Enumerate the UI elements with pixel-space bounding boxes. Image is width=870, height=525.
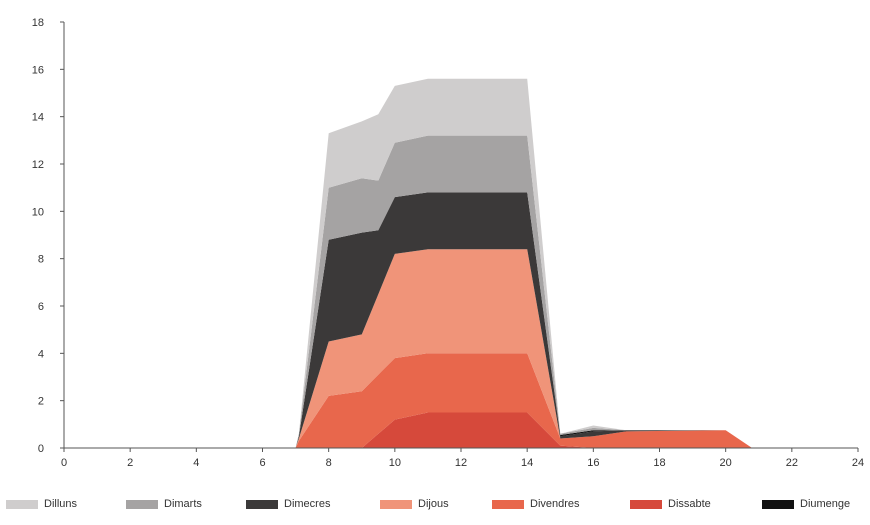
y-tick-label: 2 xyxy=(38,396,44,408)
y-tick-label: 14 xyxy=(32,112,44,124)
x-tick-label: 12 xyxy=(455,457,467,469)
legend-item-dijous: Dijous xyxy=(380,498,449,510)
legend-swatch xyxy=(762,499,794,509)
legend-label: Divendres xyxy=(530,498,580,510)
x-tick-label: 22 xyxy=(786,457,798,469)
legend-swatch xyxy=(630,499,662,509)
legend-swatch xyxy=(126,499,158,509)
area-series-group xyxy=(64,78,858,449)
legend-label: Dijous xyxy=(418,498,449,510)
legend-swatch xyxy=(492,499,524,509)
legend-label: Dilluns xyxy=(44,498,78,510)
legend-item-dissabte: Dissabte xyxy=(630,498,711,510)
legend-label: Dimecres xyxy=(284,498,331,510)
legend-label: Dimarts xyxy=(164,498,202,510)
x-tick-label: 18 xyxy=(653,457,665,469)
legend-swatch xyxy=(380,499,412,509)
x-tick-label: 14 xyxy=(521,457,533,469)
x-tick-label: 10 xyxy=(389,457,401,469)
legend-label: Diumenge xyxy=(800,498,851,510)
x-tick-label: 2 xyxy=(127,457,133,469)
chart-legend: Dilluns Dimarts Dimecres Dijous Divendres Dis… xyxy=(6,498,870,520)
area-series-divendres xyxy=(64,353,858,448)
x-tick-label: 16 xyxy=(587,457,599,469)
legend-item-dimecres: Dimecres xyxy=(246,498,330,510)
y-tick-label: 12 xyxy=(32,159,44,171)
legend-swatch xyxy=(6,499,38,509)
area-series-dimecres xyxy=(64,192,858,448)
x-tick-label: 0 xyxy=(61,457,67,469)
x-tick-label: 8 xyxy=(326,457,332,469)
legend-item-divendres: Divendres xyxy=(492,498,580,510)
y-tick-label: 18 xyxy=(32,17,44,29)
x-tick-label: 24 xyxy=(852,457,864,469)
y-tick-label: 8 xyxy=(38,254,44,266)
y-tick-label: 10 xyxy=(32,206,44,218)
legend-item-dilluns: Dilluns xyxy=(6,498,77,510)
y-tick-label: 6 xyxy=(38,301,44,313)
y-tick-label: 16 xyxy=(32,64,44,76)
y-tick-label: 4 xyxy=(38,348,44,360)
x-tick-label: 20 xyxy=(720,457,732,469)
y-tick-label: 0 xyxy=(38,443,44,455)
legend-item-dimarts: Dimarts xyxy=(126,498,202,510)
legend-label: Dissabte xyxy=(668,498,711,510)
area-series-dijous xyxy=(64,249,858,448)
legend-swatch xyxy=(246,499,278,509)
legend-item-diumenge: Diumenge xyxy=(762,498,850,510)
area-series-dissabte xyxy=(64,412,858,448)
x-tick-label: 4 xyxy=(193,457,199,469)
x-tick-label: 6 xyxy=(259,457,265,469)
